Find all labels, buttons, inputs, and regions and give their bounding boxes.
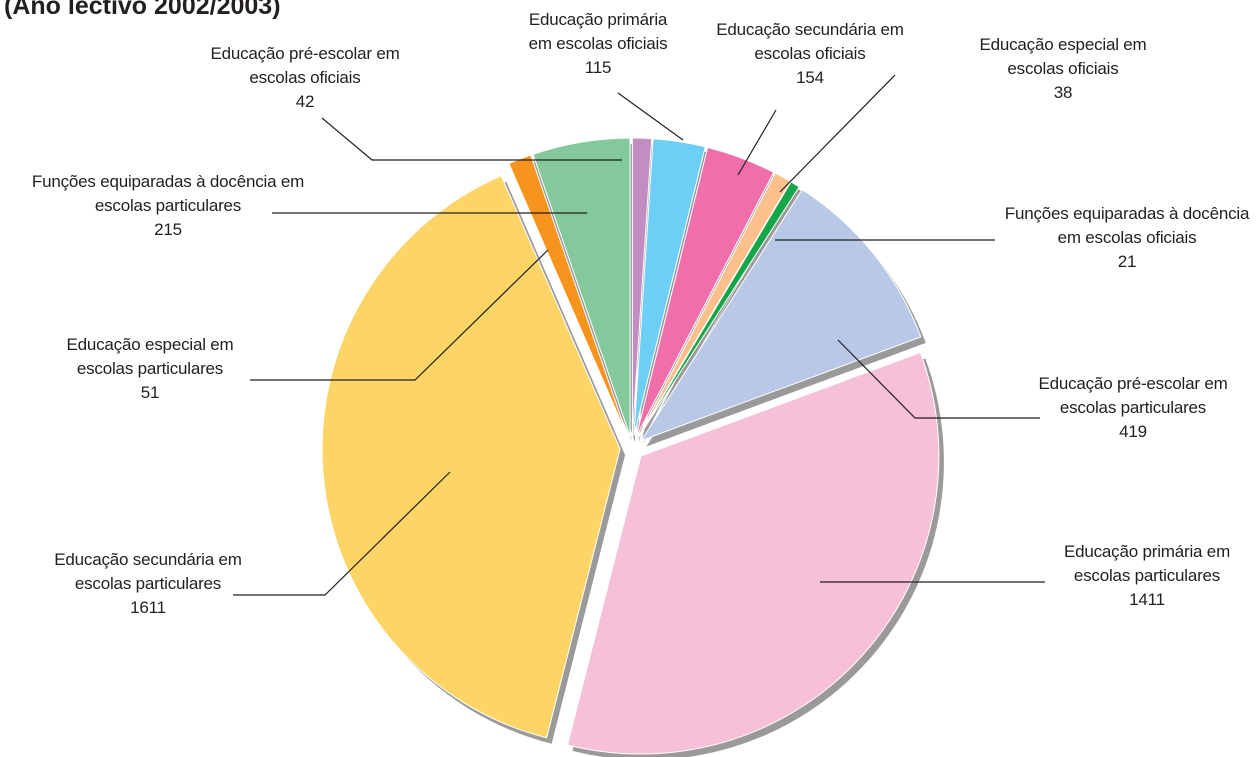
category-label: Funções equiparadas à docência em escola… xyxy=(1004,204,1250,247)
leader-line xyxy=(321,117,622,161)
slice xyxy=(633,138,706,437)
slice-label: Educação secundária em escolas oficiais 1… xyxy=(693,18,928,90)
value-label: 21 xyxy=(1117,252,1137,271)
category-label: Educação especial em escolas particulare… xyxy=(66,335,234,378)
slice-label: Funções equiparadas à docência em escola… xyxy=(995,202,1258,274)
leader-line xyxy=(779,74,896,193)
slice-label: Educação pré-escolar em escolas particul… xyxy=(1018,372,1248,444)
leader-line xyxy=(250,249,549,381)
slice xyxy=(566,351,940,755)
slice-label: Educação primária em escolas oficiais 115 xyxy=(516,8,681,80)
chart-title: (Ano lectivo 2002/2003) xyxy=(4,0,281,20)
slice-label: Educação especial em escolas particulare… xyxy=(43,333,258,405)
category-label: Educação secundária em escolas oficiais xyxy=(716,20,904,63)
slice xyxy=(508,154,629,438)
slice-label: Educação especial em escolas oficiais 38 xyxy=(956,33,1171,105)
slice-label: Educação secundária em escolas particula… xyxy=(28,548,268,620)
value-label: 1611 xyxy=(130,598,166,617)
value-label: 215 xyxy=(154,220,182,239)
category-label: Educação primária em escolas oficiais xyxy=(528,10,668,53)
value-label: 51 xyxy=(140,383,160,402)
slice-label: Funções equiparadas à docência em escola… xyxy=(23,170,313,242)
category-label: Educação pré-escolar em escolas particul… xyxy=(1038,374,1228,417)
slice xyxy=(640,188,922,442)
slice xyxy=(637,181,800,439)
value-label: 115 xyxy=(584,58,612,77)
category-label: Educação secundária em escolas particula… xyxy=(54,550,242,593)
category-label: Educação pré-escolar em escolas oficiais xyxy=(210,44,400,87)
value-label: 154 xyxy=(796,68,824,87)
slice-label: Educação pré-escolar em escolas oficiais… xyxy=(185,42,425,114)
slice-label: Educação primária em escolas particulare… xyxy=(1040,540,1255,612)
slices xyxy=(321,137,940,755)
leader-line xyxy=(837,339,1040,419)
leader-line xyxy=(233,471,451,596)
value-label: 38 xyxy=(1053,83,1073,102)
value-label: 419 xyxy=(1119,422,1147,441)
category-label: Educação especial em escolas oficiais xyxy=(979,35,1147,78)
value-label: 1411 xyxy=(1129,590,1165,609)
leader-line xyxy=(737,109,777,176)
category-label: Funções equiparadas à docência em escola… xyxy=(31,172,305,215)
slice xyxy=(635,146,775,438)
slice xyxy=(321,174,621,739)
category-label: Educação primária em escolas particulare… xyxy=(1063,542,1231,585)
value-label: 42 xyxy=(295,92,315,111)
leader-line xyxy=(617,92,684,141)
slice xyxy=(631,137,653,437)
